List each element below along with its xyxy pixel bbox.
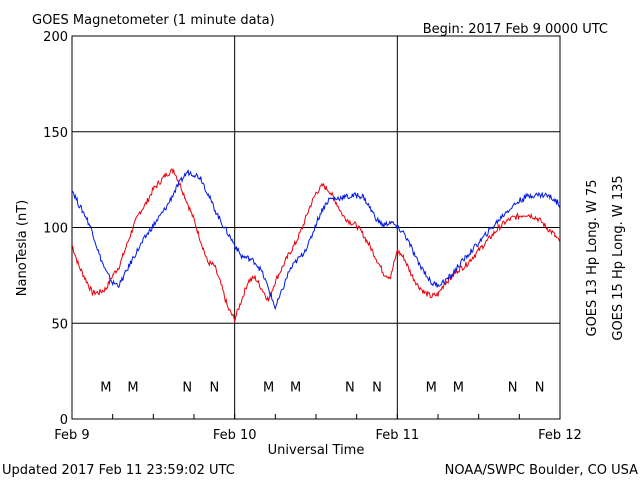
legend-goes15: GOES 15 Hp Long. W 135 bbox=[611, 175, 626, 340]
marker-m: M bbox=[127, 380, 138, 395]
marker-m: M bbox=[263, 380, 274, 395]
y-tick-label: 0 bbox=[60, 413, 68, 428]
marker-m: M bbox=[100, 380, 111, 395]
x-tick-label: Feb 12 bbox=[538, 428, 582, 443]
grid bbox=[72, 36, 560, 419]
y-tick-label: 50 bbox=[51, 317, 68, 332]
marker-n: N bbox=[372, 380, 382, 395]
y-axis-ticks: 0 50 100 150 200 bbox=[43, 30, 68, 428]
x-tick-label: Feb 11 bbox=[375, 428, 419, 443]
y-tick-label: 100 bbox=[43, 222, 68, 237]
chart-title: GOES Magnetometer (1 minute data) bbox=[32, 13, 275, 28]
legend-goes13: GOES 13 Hp Long. W 75 bbox=[585, 180, 600, 337]
x-axis-label: Universal Time bbox=[268, 443, 365, 458]
y-axis-label: NanoTesla (nT) bbox=[15, 200, 30, 296]
credit-text: NOAA/SWPC Boulder, CO USA bbox=[445, 463, 638, 478]
marker-m: M bbox=[290, 380, 301, 395]
marker-n: N bbox=[345, 380, 355, 395]
series-line-goes15 bbox=[72, 169, 560, 311]
x-tick-label: Feb 10 bbox=[213, 428, 257, 443]
series-lines bbox=[72, 168, 560, 323]
marker-n: N bbox=[209, 380, 219, 395]
begin-time: Begin: 2017 Feb 9 0000 UTC bbox=[423, 22, 608, 37]
x-tick-label: Feb 9 bbox=[54, 428, 89, 443]
marker-n: N bbox=[182, 380, 192, 395]
marker-n: N bbox=[508, 380, 518, 395]
y-tick-label: 200 bbox=[43, 30, 68, 45]
series-line-goes13 bbox=[72, 168, 560, 323]
marker-m: M bbox=[453, 380, 464, 395]
y-tick-label: 150 bbox=[43, 126, 68, 141]
x-axis-ticks: Feb 9 Feb 10 Feb 11 Feb 12 bbox=[54, 414, 582, 443]
marker-n: N bbox=[535, 380, 545, 395]
updated-time: Updated 2017 Feb 11 23:59:02 UTC bbox=[2, 463, 235, 478]
marker-m: M bbox=[426, 380, 437, 395]
